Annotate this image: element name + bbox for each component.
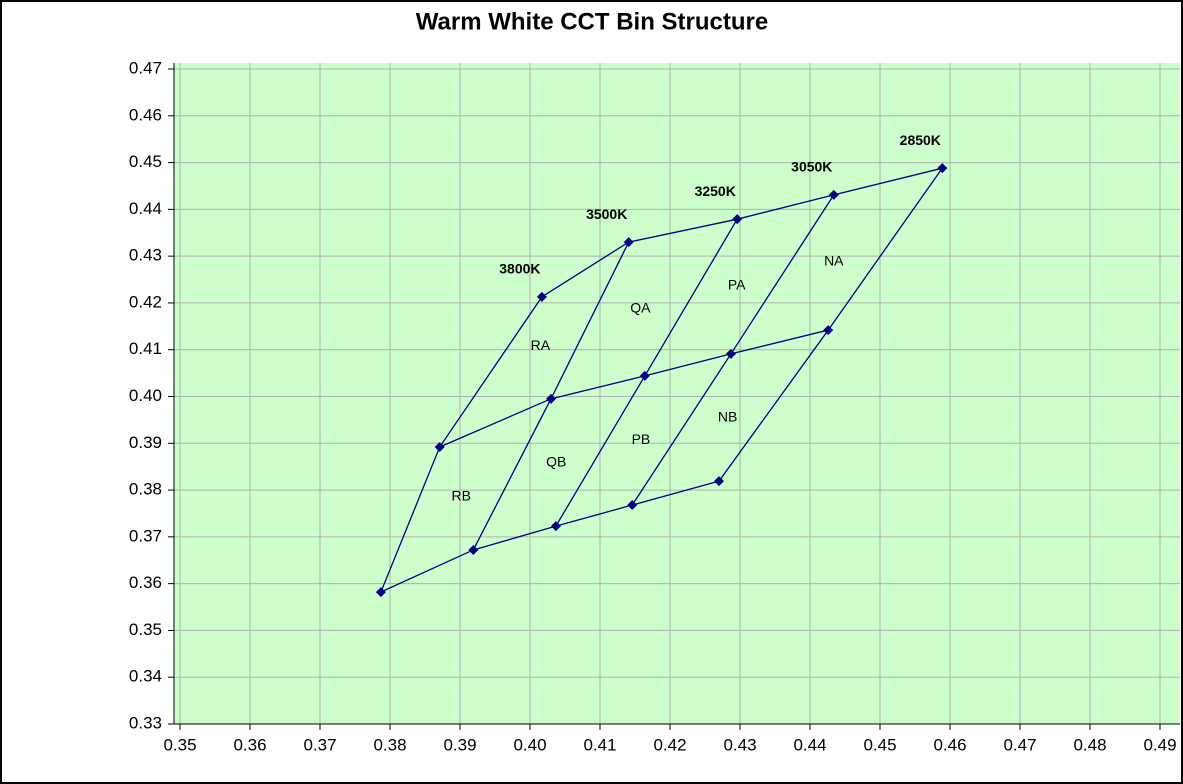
y-tick-label: 0.43: [129, 246, 162, 265]
y-tick-label: 0.44: [129, 199, 162, 218]
region-label: QA: [630, 300, 651, 316]
point-label: 2850K: [900, 132, 941, 148]
region-label: RA: [531, 337, 551, 353]
y-tick-label: 0.39: [129, 433, 162, 452]
point: [725, 348, 736, 359]
y-tick-label: 0.45: [129, 152, 162, 171]
y-tick-label: 0.46: [129, 105, 162, 124]
point: [627, 500, 638, 511]
point: [823, 325, 834, 336]
region-label: NA: [824, 252, 844, 268]
region-label: RB: [451, 488, 470, 504]
region-label: PA: [728, 277, 746, 293]
x-tick-label: 0.42: [653, 735, 686, 754]
point: [550, 521, 561, 532]
point: [623, 237, 634, 248]
y-tick-label: 0.36: [129, 573, 162, 592]
point: [468, 544, 479, 555]
point-label: 3800K: [499, 261, 540, 277]
x-tick-label: 0.36: [233, 735, 266, 754]
point: [937, 163, 948, 174]
point-label: 3500K: [586, 206, 627, 222]
x-tick-label: 0.49: [1143, 735, 1176, 754]
point: [828, 189, 839, 200]
y-tick-label: 0.37: [129, 526, 162, 545]
region-label: NB: [718, 408, 737, 424]
plot-area: [174, 63, 1180, 724]
point: [536, 291, 547, 302]
point-label: 3050K: [791, 159, 832, 175]
y-tick-label: 0.35: [129, 620, 162, 639]
point: [434, 442, 445, 453]
x-tick-label: 0.48: [1073, 735, 1106, 754]
y-tick-label: 0.34: [129, 667, 162, 686]
x-tick-label: 0.45: [863, 735, 896, 754]
x-tick-label: 0.44: [793, 735, 826, 754]
region-label: PB: [632, 431, 651, 447]
y-tick-label: 0.42: [129, 292, 162, 311]
point: [639, 370, 650, 381]
x-tick-label: 0.35: [163, 735, 196, 754]
x-tick-label: 0.43: [723, 735, 756, 754]
chart-title: Warm White CCT Bin Structure: [416, 8, 768, 35]
y-tick-label: 0.47: [129, 58, 162, 77]
point: [546, 393, 556, 404]
x-tick-label: 0.37: [303, 735, 336, 754]
point-label: 3250K: [695, 183, 736, 199]
y-tick-label: 0.33: [129, 713, 162, 732]
x-tick-label: 0.41: [583, 735, 616, 754]
y-tick-label: 0.41: [129, 339, 162, 358]
y-tick-label: 0.38: [129, 480, 162, 499]
region-label: QB: [546, 453, 566, 469]
x-tick-label: 0.46: [933, 735, 966, 754]
y-tick-label: 0.40: [129, 386, 162, 405]
x-tick-label: 0.47: [1003, 735, 1036, 754]
point: [375, 587, 386, 598]
x-tick-label: 0.40: [513, 735, 546, 754]
x-tick-label: 0.38: [373, 735, 406, 754]
point: [732, 214, 743, 225]
point: [714, 476, 724, 487]
x-tick-label: 0.39: [443, 735, 476, 754]
